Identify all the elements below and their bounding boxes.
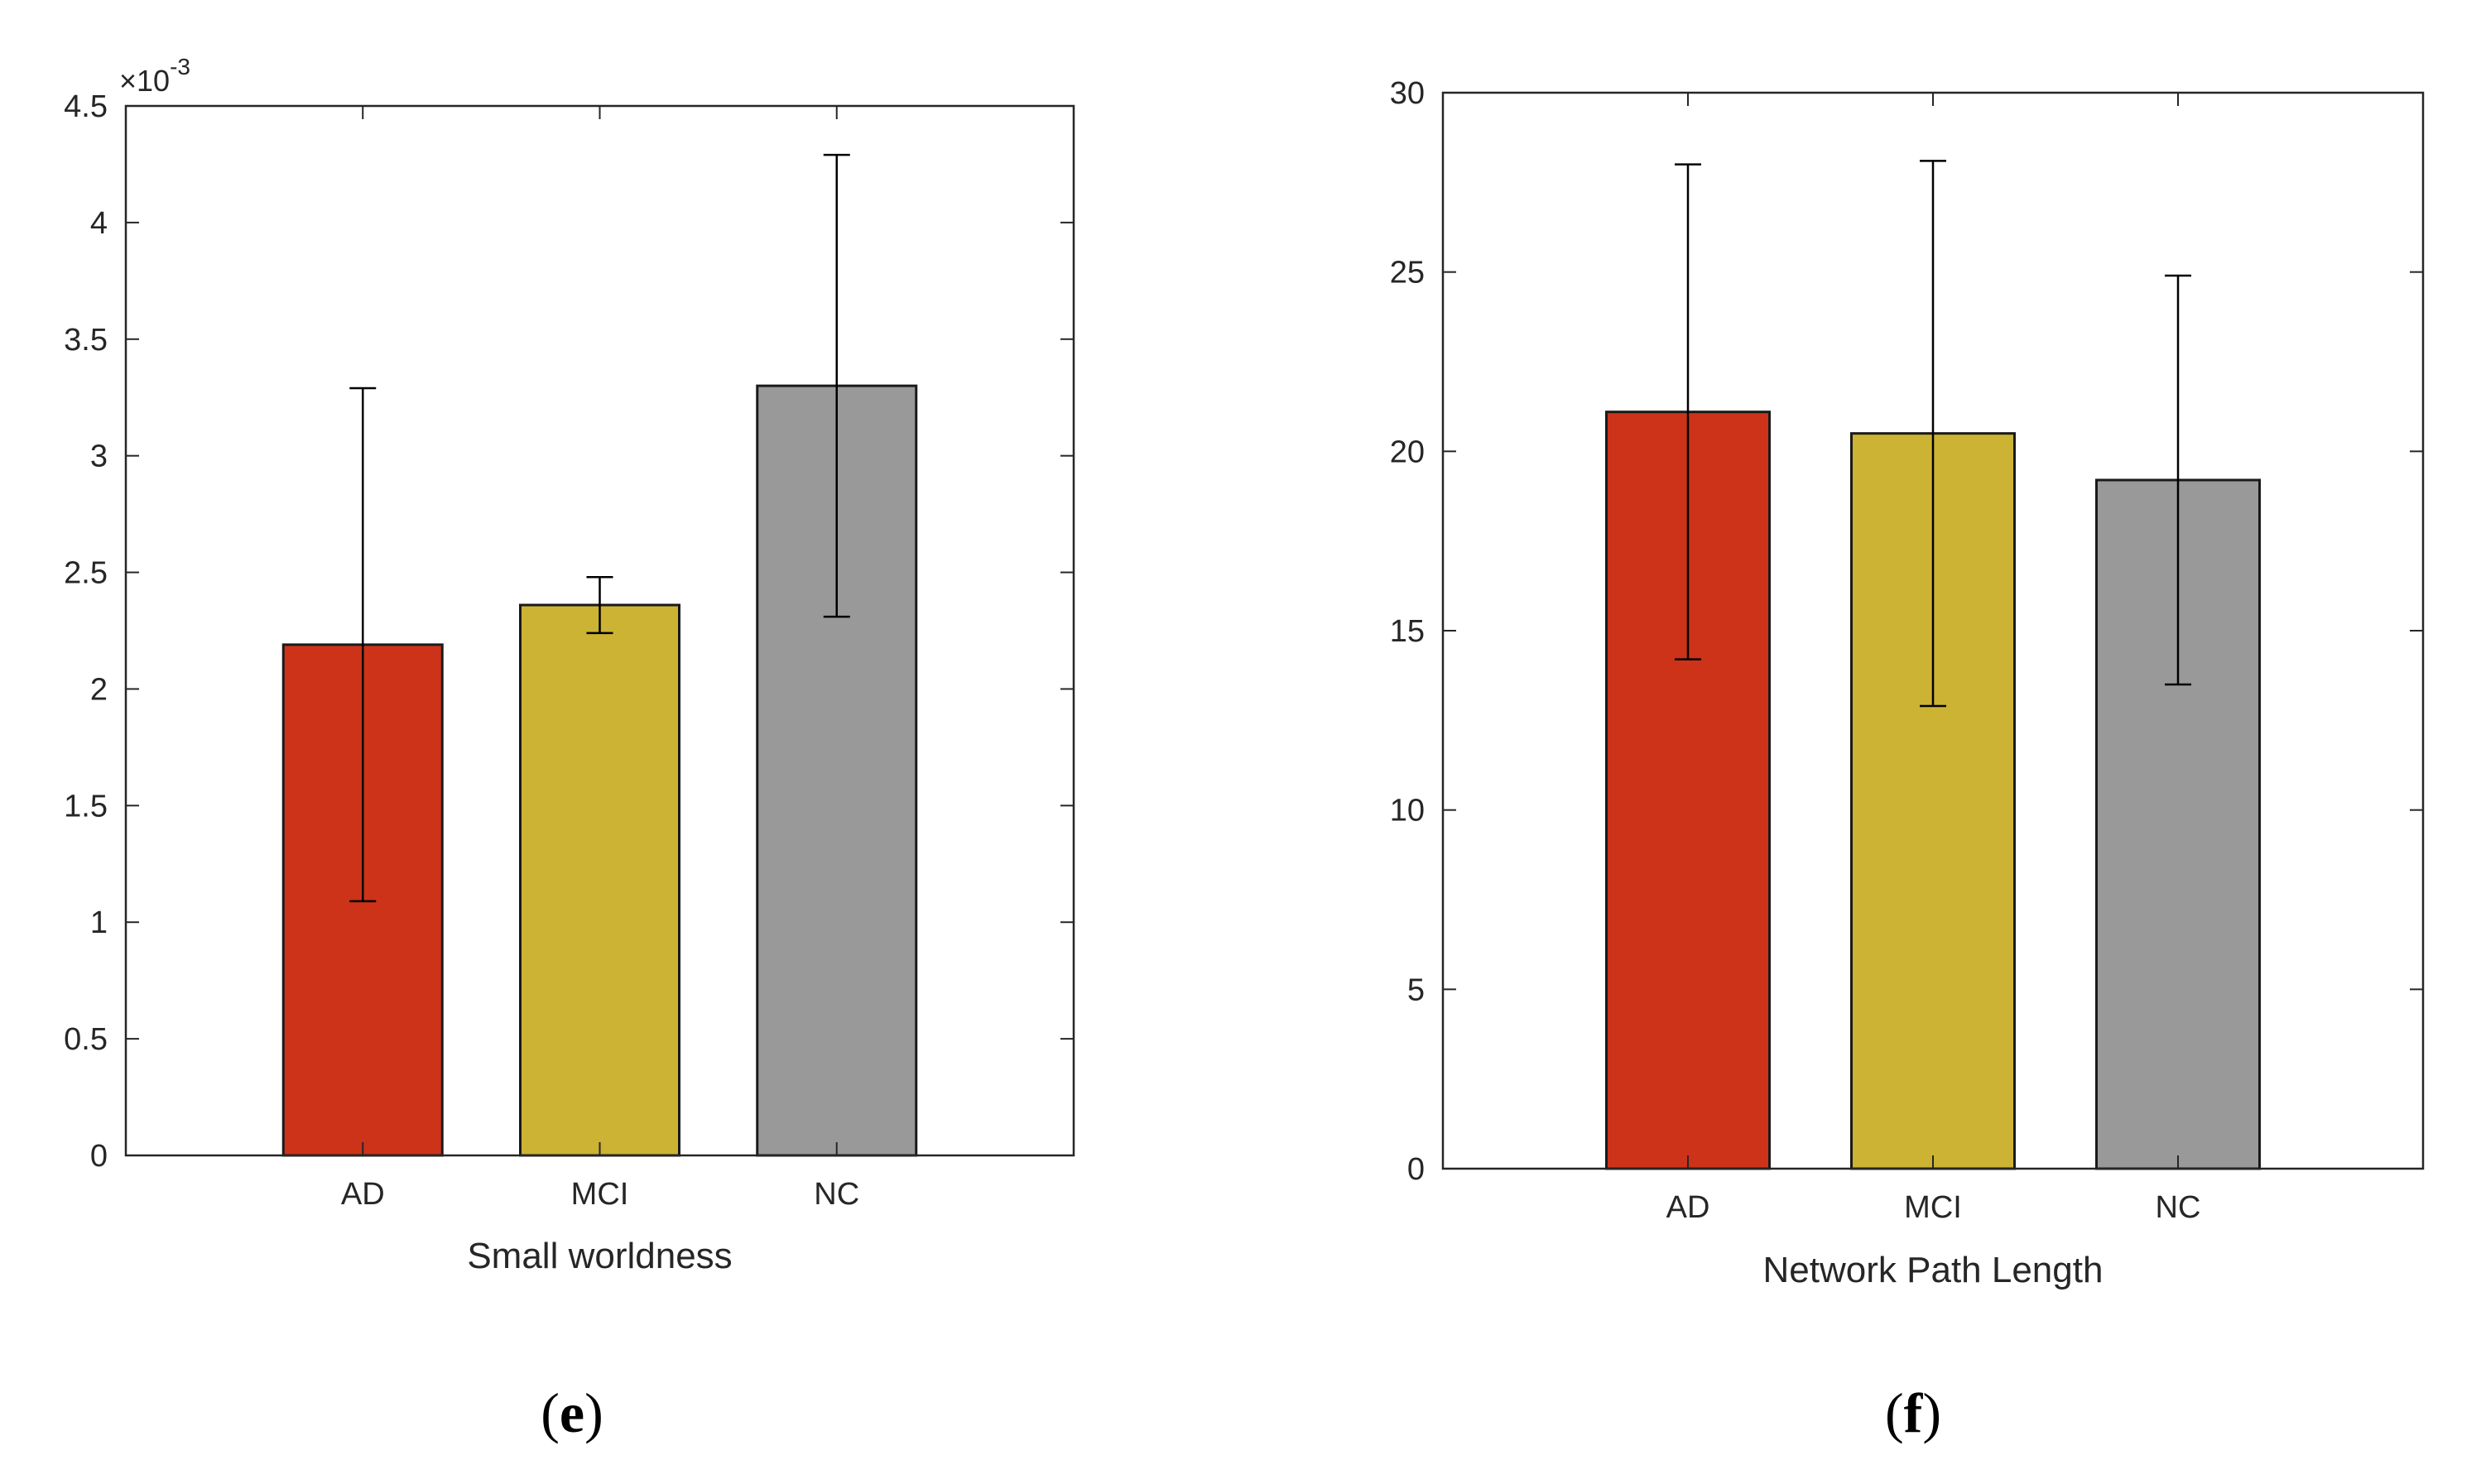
y-tick-label: 0 — [90, 1139, 108, 1174]
error-bar-mci — [1920, 160, 1946, 708]
x-tick-label-ad: AD — [341, 1177, 385, 1212]
y-tick-label: 0 — [1407, 1152, 1425, 1187]
axes-box — [124, 104, 1075, 1157]
x-axis-label: Network Path Length — [1763, 1250, 2104, 1290]
x-tick-label-nc: NC — [2156, 1190, 2201, 1225]
y-tick-label: 4.5 — [64, 89, 108, 124]
panel-f-chart: 0 5 10 15 20 25 30 AD MCI NC Network Path Length (f… — [1390, 76, 2425, 1444]
axes-box — [1441, 91, 2425, 1170]
panel-caption-close: ) — [1922, 1381, 1941, 1444]
axis-exponent-label: ×10-3 — [119, 54, 190, 98]
error-bar-ad — [349, 387, 377, 903]
y-tick-label: 0.5 — [64, 1022, 108, 1057]
panel-caption: (e) — [541, 1381, 603, 1444]
error-bar-ad — [1675, 163, 1701, 660]
axis-exponent-power: -3 — [170, 54, 190, 79]
y-tick-label: 20 — [1390, 435, 1425, 469]
y-tick-label: 3.5 — [64, 323, 108, 358]
panel-caption-close: ) — [584, 1381, 603, 1444]
panel-caption-open: ( — [1885, 1381, 1904, 1444]
y-tick-label: 10 — [1390, 794, 1425, 828]
panel-caption-letter: f — [1904, 1381, 1924, 1444]
y-tick-label: 25 — [1390, 256, 1425, 291]
y-tick-label: 30 — [1390, 76, 1425, 111]
x-axis-label: Small worldness — [467, 1236, 732, 1276]
y-tick-label: 1 — [90, 905, 108, 940]
bar-mci — [519, 603, 680, 1157]
error-bar-nc — [2165, 274, 2191, 686]
y-tick-label: 5 — [1407, 973, 1425, 1007]
y-tick-label: 1.5 — [64, 789, 108, 824]
error-bar-nc — [823, 153, 850, 618]
panel-e-chart: 0 0.5 1 1.5 2 2.5 3 3.5 4 4.5 AD MCI NC Small worldne… — [64, 54, 1075, 1444]
y-tick-label: 15 — [1390, 614, 1425, 649]
error-bar-mci — [586, 575, 613, 635]
y-tick-label: 2.5 — [64, 556, 108, 591]
x-tick-label-nc: NC — [814, 1177, 859, 1212]
panel-caption: (f) — [1885, 1381, 1941, 1444]
x-tick-label-mci: MCI — [1904, 1190, 1962, 1225]
x-tick-label-ad: AD — [1666, 1190, 1710, 1225]
panel-caption-letter: e — [560, 1381, 584, 1444]
y-tick-label: 3 — [90, 439, 108, 474]
y-tick-label: 2 — [90, 672, 108, 707]
panel-caption-open: ( — [541, 1381, 560, 1444]
x-tick-label-mci: MCI — [571, 1177, 629, 1212]
y-tick-label: 4 — [90, 206, 108, 241]
